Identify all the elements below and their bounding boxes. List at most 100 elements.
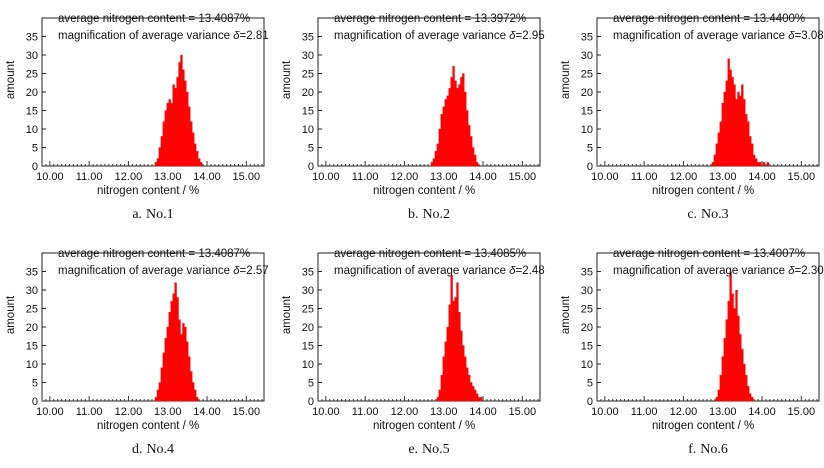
y-tick-label: 20 xyxy=(581,87,593,99)
annotation-variance-prefix: magnification of average variance xyxy=(613,30,788,42)
histogram-bar xyxy=(158,147,162,167)
histogram-bar xyxy=(434,151,438,167)
histogram-bar xyxy=(715,143,718,167)
histogram-bar xyxy=(444,341,447,402)
x-tick-label: 12.00 xyxy=(670,171,698,183)
histogram-bar xyxy=(755,158,758,167)
histogram-bar xyxy=(737,91,740,167)
histogram-bar xyxy=(188,106,191,167)
panel-caption-text: No.6 xyxy=(700,442,728,457)
annotation-variance-prefix: magnification of average variance xyxy=(58,30,233,42)
histogram-bar xyxy=(462,73,465,167)
histogram-bar xyxy=(178,62,181,167)
histogram-bar xyxy=(456,88,459,167)
y-tick-label: 35 xyxy=(26,32,38,44)
histogram-bar xyxy=(721,102,724,167)
x-tick-label: 14.00 xyxy=(469,406,497,418)
histogram-bar xyxy=(747,386,750,402)
y-tick-label: 15 xyxy=(26,341,38,353)
x-tick-label: 10.00 xyxy=(312,171,340,183)
histogram-bar xyxy=(448,304,451,402)
x-tick-label: 14.00 xyxy=(748,171,776,183)
histogram-bar xyxy=(747,121,750,167)
y-tick-label: 30 xyxy=(581,50,593,62)
histogram-bar xyxy=(472,147,475,167)
histogram-bar xyxy=(154,162,158,167)
annotation-variance-prefix: magnification of average variance xyxy=(613,265,788,277)
y-tick-label: 30 xyxy=(302,50,314,62)
histogram-bar xyxy=(725,80,728,167)
y-tick-label: 15 xyxy=(302,341,314,353)
histogram-bar xyxy=(436,143,439,167)
annotation-variance-symbol: δ xyxy=(788,265,795,277)
x-tick-label: 14.00 xyxy=(193,171,221,183)
histogram-bar xyxy=(739,95,742,167)
histogram-bar xyxy=(749,393,752,402)
histogram-bar xyxy=(170,300,173,402)
histogram-bar xyxy=(751,397,754,402)
histogram-bar xyxy=(454,297,457,402)
panel-a: 0 5 10 15 20 25 30 35 10.00 11.00 12.00 13.00 14.00 1… xyxy=(5,13,269,222)
y-tick-label: 5 xyxy=(308,143,314,155)
x-tick-label: 13.00 xyxy=(709,406,737,418)
x-tick-label: 15.00 xyxy=(233,406,261,418)
x-axis-label: nitrogen content / % xyxy=(652,185,754,197)
histogram-bar xyxy=(727,58,730,167)
y-tick-label: 25 xyxy=(26,304,38,316)
annotation-variance-value: =2.48 xyxy=(516,265,545,277)
annotation-average: average nitrogen content = 13.4087% xyxy=(58,248,250,260)
histogram-bar xyxy=(460,77,463,167)
x-tick-label: 11.00 xyxy=(631,406,658,418)
x-tick-label: 11.00 xyxy=(631,171,658,183)
y-tick-label: 10 xyxy=(26,359,38,371)
histogram-bar xyxy=(196,397,199,402)
histogram-bar xyxy=(474,389,477,402)
y-tick-label: 0 xyxy=(32,161,38,173)
y-tick-label: 35 xyxy=(581,32,593,44)
y-tick-label: 5 xyxy=(308,378,314,390)
annotation-variance-symbol: δ xyxy=(233,30,240,42)
histogram-bar xyxy=(186,341,189,402)
panel-b: 0 5 10 15 20 25 30 35 10.00 11.00 12.00 13.00 14.00 1… xyxy=(281,13,545,222)
histogram-bar xyxy=(176,77,179,167)
y-tick-label: 35 xyxy=(581,267,593,279)
annotation-variance-value: =3.08 xyxy=(795,30,824,42)
histogram-bar xyxy=(464,356,467,402)
panel-d: 0 5 10 15 20 25 30 35 10.00 11.00 12.00 13.00 14.00 1… xyxy=(5,248,269,457)
annotation-variance-symbol: δ xyxy=(788,30,795,42)
annotation-variance: magnification of average variance δ=2.81 xyxy=(58,30,269,42)
histogram-bar xyxy=(729,69,732,167)
histogram-bar xyxy=(162,352,165,402)
histogram-bar xyxy=(737,315,740,402)
histogram-bar xyxy=(762,162,766,167)
histogram-bar xyxy=(733,308,736,402)
histogram-bar xyxy=(452,300,455,402)
y-tick-label: 5 xyxy=(32,143,38,155)
x-axis-label: nitrogen content / % xyxy=(373,420,475,432)
x-tick-label: 11.00 xyxy=(76,406,103,418)
histogram-bar xyxy=(166,326,169,402)
x-tick-label: 15.00 xyxy=(788,406,816,418)
panel-caption-text: No.1 xyxy=(146,207,174,222)
y-tick-label: 0 xyxy=(32,396,38,408)
x-axis-label: nitrogen content / % xyxy=(97,420,199,432)
histogram-bar xyxy=(194,389,197,402)
x-tick-label: 12.00 xyxy=(391,171,419,183)
histogram-bar xyxy=(430,162,434,167)
x-tick-label: 11.00 xyxy=(352,171,379,183)
histogram-bar xyxy=(758,162,762,167)
y-tick-label: 15 xyxy=(26,106,38,118)
histogram-bar xyxy=(188,356,191,402)
y-tick-label: 20 xyxy=(581,322,593,334)
panel-caption-letter: f. xyxy=(688,442,696,457)
histogram-bar xyxy=(440,114,443,167)
histogram-bar xyxy=(184,80,187,167)
histogram-bar xyxy=(196,151,199,167)
y-tick-label: 35 xyxy=(26,267,38,279)
histogram-bar xyxy=(174,88,177,167)
x-tick-label: 14.00 xyxy=(193,406,221,418)
panel-caption: d. No.4 xyxy=(132,442,174,457)
histogram-bar xyxy=(446,95,449,167)
y-tick-label: 25 xyxy=(581,69,593,81)
